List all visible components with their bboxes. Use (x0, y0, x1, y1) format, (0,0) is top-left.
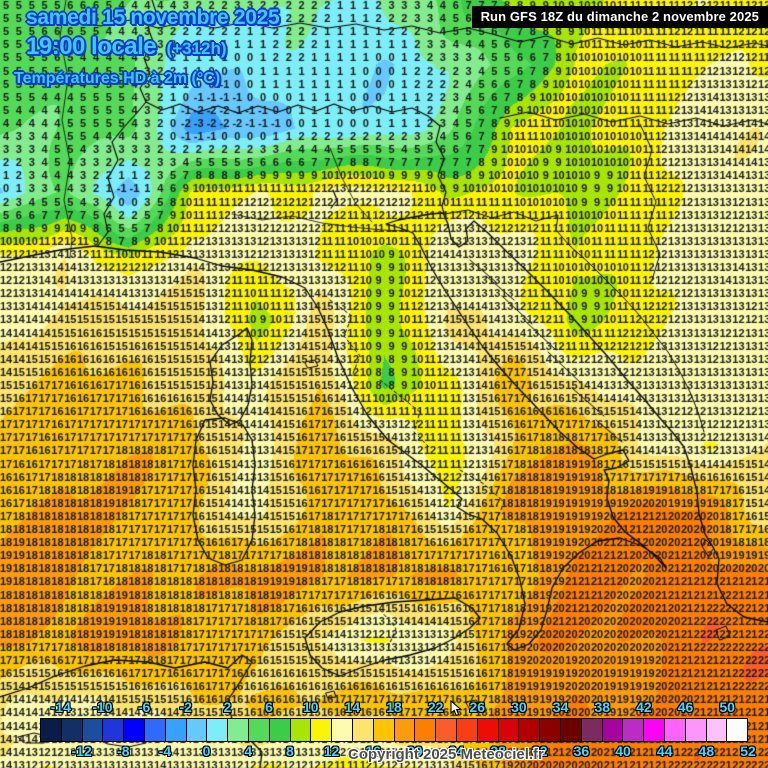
colorbar-tick-label: 30 (511, 699, 527, 715)
colorbar-cell (436, 719, 457, 741)
colorbar-tick-label: 42 (636, 699, 652, 715)
colorbar-cell (602, 719, 624, 741)
colorbar-tick-label: 48 (698, 743, 715, 759)
colorbar-cell (498, 719, 520, 741)
colorbar-tick-label: 2 (223, 699, 232, 715)
colorbar-tick-label: 12 (323, 743, 340, 759)
colorbar-cell (623, 719, 645, 741)
colorbar-tick-label: 26 (469, 699, 486, 715)
colorbar-cell (103, 719, 125, 741)
colorbar-cell (727, 719, 748, 741)
colorbar-cell (394, 719, 416, 741)
colorbar-tick-label: 22 (427, 699, 444, 715)
colorbar-cell (207, 719, 229, 741)
colorbar-tick-label: 0 (202, 743, 211, 759)
colorbar-tick-label: -8 (117, 743, 130, 759)
colorbar-tick-label: -4 (158, 743, 172, 759)
colorbar-tick-label: 46 (677, 699, 694, 715)
colorbar-cell (228, 719, 249, 741)
colorbar-cell (477, 719, 499, 741)
mouse-cursor-icon (450, 700, 463, 717)
colorbar-cell (519, 719, 541, 741)
colorbar-tick-label: 6 (265, 699, 273, 715)
colorbar-cell (186, 719, 208, 741)
colorbar-cell (456, 719, 478, 741)
colorbar-tick-label: 52 (740, 743, 756, 759)
colorbar-cell (124, 719, 145, 741)
colorbar-cell (560, 719, 582, 741)
colorbar-tick-label: 16 (365, 743, 381, 759)
colorbar-cell (664, 719, 686, 741)
colorbar-tick-label: -12 (71, 743, 92, 759)
colorbar-cell (685, 719, 707, 741)
colorbar-cell (540, 719, 561, 741)
colorbar-cell (311, 719, 333, 741)
colorbar-tick-label: 18 (386, 699, 402, 715)
colorbar-tick-label: 34 (552, 699, 569, 715)
colorbar-cell (332, 719, 353, 741)
colorbar-tick-label: -6 (137, 699, 151, 715)
colorbar-tick-label: 8 (285, 743, 294, 759)
colorbar-cell (415, 719, 437, 741)
colorbar-cell (82, 719, 104, 741)
colorbar-tick-label: 24 (448, 743, 465, 759)
colorbar-tick-label: 32 (531, 743, 548, 759)
colorbar-tick-label: 50 (719, 699, 735, 715)
colorbar-tick-label: 40 (615, 743, 631, 759)
colorbar-tick-label: 4 (244, 743, 253, 759)
colorbar-cell (144, 719, 166, 741)
colorbar-cell (61, 719, 83, 741)
colorbar-tick-label: 10 (302, 699, 319, 715)
colorbar-cell (644, 719, 665, 741)
colorbar-tick-label: 20 (407, 743, 423, 759)
colorbar-cell (352, 719, 374, 741)
colorbar-tick-label: 28 (490, 743, 506, 759)
run-info-banner: Run GFS 18Z du dimanche 2 novembre 2025 (471, 6, 768, 28)
colorbar-cell (269, 719, 291, 741)
temperature-colorbar (40, 718, 748, 742)
colorbar-tick-label: 44 (656, 743, 673, 759)
colorbar-tick-label: 38 (594, 699, 611, 715)
colorbar-cell (41, 719, 62, 741)
colorbar-tick-label: 14 (344, 699, 361, 715)
colorbar-cell (248, 719, 270, 741)
colorbar-tick-label: -2 (179, 699, 192, 715)
copyright-text: Copyright 2025 Meteociel.fr (348, 746, 544, 763)
colorbar-tick-label: -10 (92, 699, 113, 715)
colorbar-tick-label: 36 (573, 743, 590, 759)
colorbar-cell (165, 719, 187, 741)
colorbar-cell (581, 719, 603, 741)
colorbar-cell (706, 719, 728, 741)
colorbar-cell (373, 719, 395, 741)
colorbar-cell (290, 719, 312, 741)
colorbar-tick-label: -14 (50, 699, 71, 715)
